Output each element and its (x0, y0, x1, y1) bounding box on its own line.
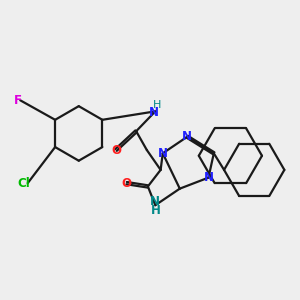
Text: N: N (150, 195, 160, 208)
Text: O: O (111, 143, 121, 157)
Text: O: O (122, 177, 132, 190)
Text: N: N (158, 147, 168, 160)
Text: F: F (14, 94, 21, 107)
Text: Cl: Cl (17, 177, 30, 190)
Text: H: H (150, 204, 160, 217)
Text: H: H (153, 100, 161, 110)
Text: N: N (203, 171, 214, 184)
Text: N: N (182, 130, 192, 143)
Text: N: N (149, 106, 159, 119)
